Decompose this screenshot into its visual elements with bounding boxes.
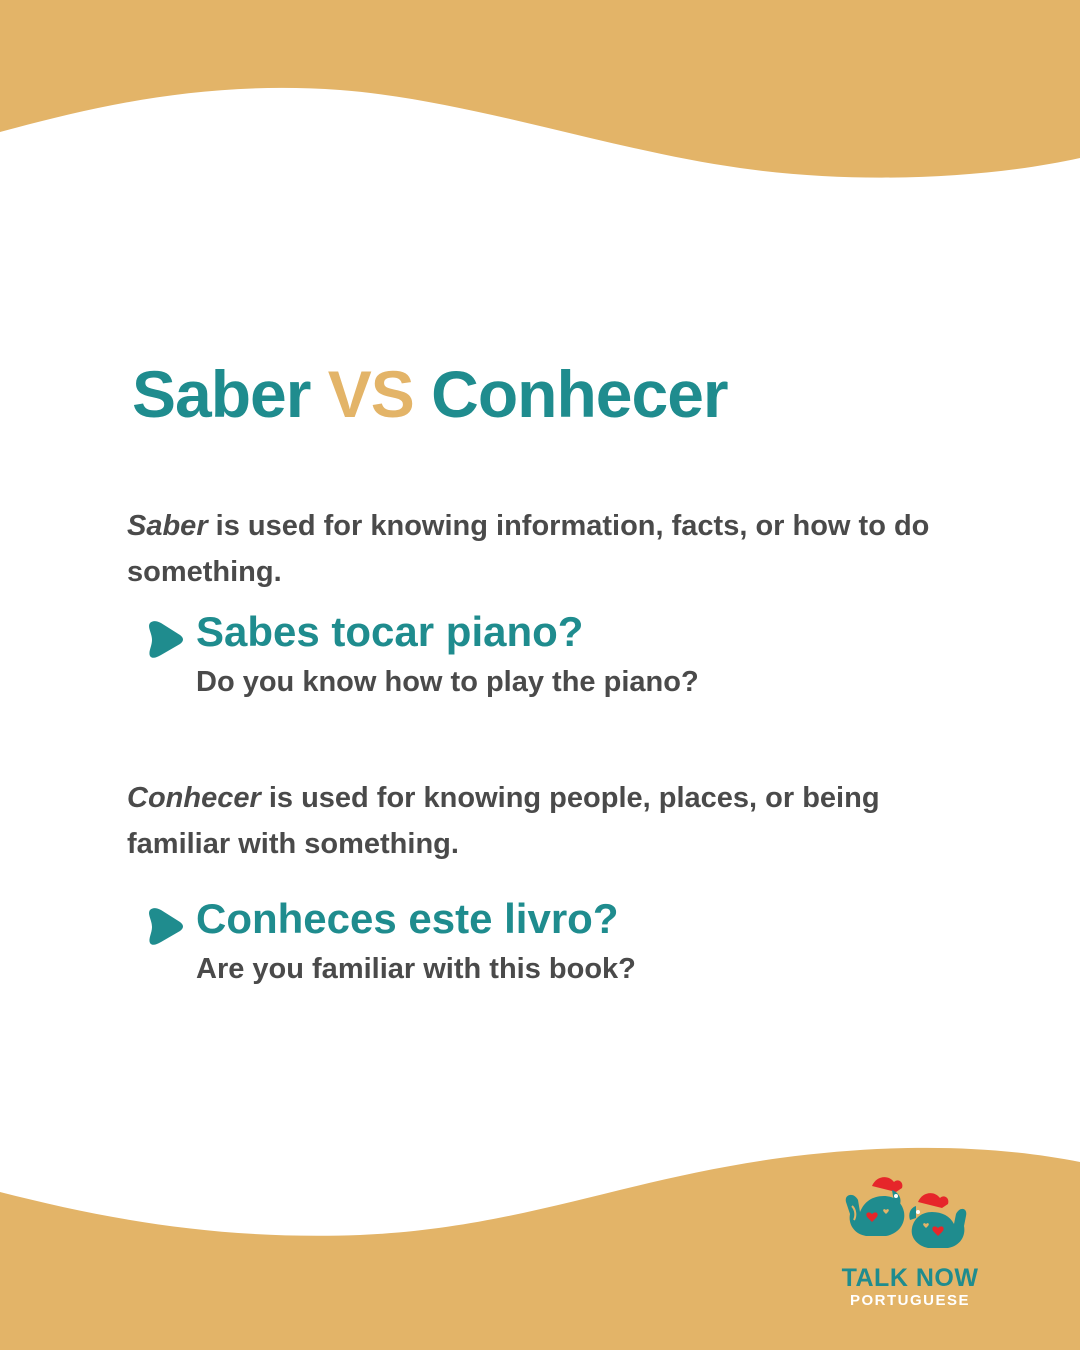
conhecer-example-portuguese: Conheces este livro? — [196, 895, 619, 942]
logo-title: TALK NOW — [841, 1264, 979, 1292]
rooster-icon — [845, 1177, 967, 1262]
saber-example-english: Do you know how to play the piano? — [196, 666, 699, 698]
saber-example-portuguese: Sabes tocar piano? — [196, 608, 584, 655]
conhecer-example-english: Are you familiar with this book? — [196, 953, 636, 985]
top-wave-decoration — [0, 0, 1080, 178]
play-arrow-icon — [149, 908, 183, 945]
talk-now-logo: TALK NOW PORTUGUESE — [832, 1172, 992, 1312]
play-arrow-icon — [149, 621, 183, 658]
page-title: Saber VS Conhecer — [132, 356, 729, 432]
conhecer-description-text: is used for knowing people, places, or b… — [127, 782, 880, 860]
logo-subtitle: PORTUGUESE — [849, 1292, 970, 1309]
conhecer-description: Conhecer is used for knowing people, pla… — [127, 775, 957, 867]
title-saber: Saber — [132, 357, 311, 431]
saber-description: Saber is used for knowing information, f… — [127, 503, 957, 595]
title-conhecer: Conhecer — [431, 357, 728, 431]
saber-description-text: is used for knowing information, facts, … — [127, 510, 930, 588]
title-vs: VS — [327, 357, 415, 431]
saber-term: Saber — [127, 510, 208, 542]
conhecer-term: Conhecer — [127, 782, 261, 814]
bottom-wave-decoration — [0, 1147, 1080, 1350]
